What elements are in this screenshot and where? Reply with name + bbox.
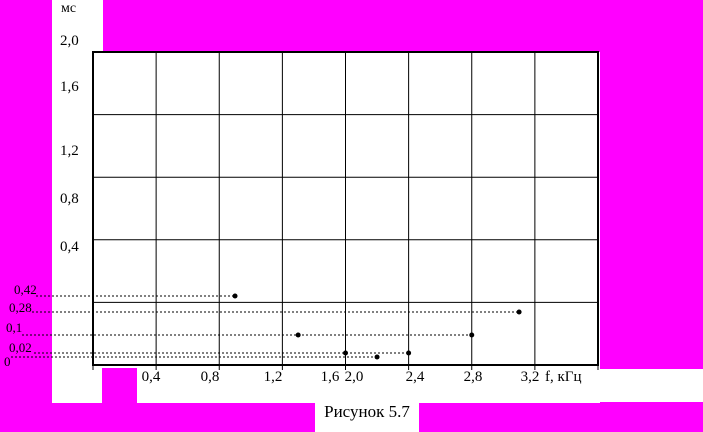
y-tick-label: 2,0: [60, 33, 79, 49]
x-tick-label: 1,6: [320, 369, 340, 385]
y-tick-label: 1,2: [60, 143, 79, 159]
caption-background: [315, 403, 419, 432]
y-tick-label: 0,8: [60, 191, 79, 207]
x-tick-label: 0,4: [141, 369, 161, 385]
x-tick-label: 2,8: [463, 369, 483, 385]
y-tick-label: 0,4: [60, 239, 79, 255]
x-tick-label: 2,0: [344, 369, 364, 385]
x-tick-label: 1,2: [263, 369, 283, 385]
leader-value-label: 0,1: [6, 320, 23, 335]
leader-value-label: 0: [4, 354, 11, 369]
x-axis-label-strip: [52, 365, 600, 403]
x-tick-label: 2,4: [405, 369, 425, 385]
x-tick-label: 3,2: [520, 369, 540, 385]
x-axis-strip-right-extension: [600, 369, 703, 402]
x-tick-label: 0,8: [200, 369, 220, 385]
y-tick-label: 1,6: [60, 79, 79, 95]
leader-value-label: 0,02: [9, 340, 32, 355]
leader-value-label: 0,42: [14, 282, 37, 297]
magenta-patch-bottom-left: [102, 368, 137, 403]
x-axis-unit-label: f, кГц: [545, 369, 582, 385]
leader-value-label: 0,28: [9, 300, 32, 315]
y-axis-unit-label: мс: [61, 1, 77, 16]
plot-area-background: [93, 52, 600, 365]
figure-caption: Рисунок 5.7: [324, 402, 410, 421]
